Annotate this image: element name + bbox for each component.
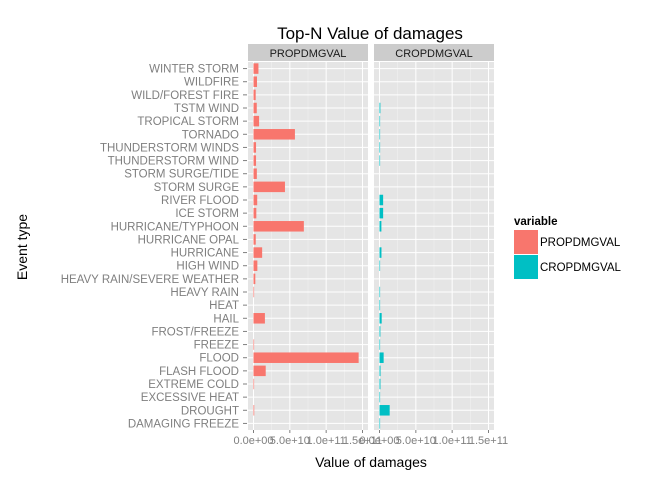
bar	[379, 129, 381, 140]
bar	[253, 89, 256, 101]
bar	[253, 352, 359, 363]
bar	[253, 142, 257, 153]
bar	[379, 221, 382, 232]
y-tick-label: HEAT	[209, 300, 239, 312]
y-tick-label: WILD/FOREST FIRE	[131, 90, 239, 102]
bar	[253, 286, 255, 298]
bar	[379, 207, 384, 219]
legend-label: CROPDMGVAL	[540, 262, 622, 274]
bar	[253, 339, 255, 350]
bar	[253, 194, 258, 206]
y-tick-label: FLOOD	[199, 353, 239, 365]
bar	[379, 247, 382, 258]
y-tick-label: HEAVY RAIN/SEVERE WEATHER	[61, 274, 239, 286]
facet-strip-label: CROPDMGVAL	[395, 48, 472, 60]
y-tick-label: HIGH WIND	[176, 261, 239, 273]
y-tick-label: EXTREME COLD	[148, 379, 239, 391]
legend-title: variable	[514, 216, 557, 228]
bar	[253, 234, 256, 245]
y-tick-label: STORM SURGE	[154, 182, 240, 194]
bar	[253, 168, 257, 179]
x-tick-label: 0.0e+00	[233, 435, 273, 447]
plot-area: PROPDMGVAL0.0e+005.0e+101.0e+111.5e+11CR…	[61, 44, 508, 447]
bar	[253, 102, 257, 114]
bar	[379, 391, 381, 403]
x-tick-label: 1.0e+11	[433, 435, 472, 447]
bar	[379, 260, 381, 271]
y-tick-label: HURRICANE	[171, 248, 240, 260]
bar	[253, 155, 257, 166]
legend-key	[514, 230, 538, 254]
y-tick-label: FREEZE	[194, 340, 240, 352]
chart-title: Top-N Value of damages	[277, 24, 463, 43]
x-tick-label: 0.0e+00	[359, 435, 399, 447]
bar	[379, 418, 381, 429]
bar	[253, 247, 263, 258]
facet-strip	[374, 44, 494, 61]
y-tick-label: DROUGHT	[181, 405, 239, 417]
bar	[379, 326, 381, 337]
y-axis-title: Event type	[14, 214, 30, 280]
legend-key	[514, 255, 538, 279]
bar	[379, 142, 381, 153]
y-tick-label: STORM SURGE/TIDE	[124, 169, 239, 181]
legend: variable PROPDMGVAL CROPDMGVAL	[514, 216, 622, 279]
bar	[379, 313, 382, 324]
bar	[379, 339, 381, 350]
y-tick-label: DAMAGING FREEZE	[128, 418, 240, 430]
bar	[253, 378, 255, 390]
bar	[379, 286, 381, 298]
bar	[253, 313, 265, 324]
bar	[253, 221, 304, 232]
legend-items: PROPDMGVAL CROPDMGVAL	[514, 230, 622, 279]
bar	[253, 115, 260, 127]
x-tick-label: 5.0e+10	[396, 435, 436, 447]
y-tick-label: WILDFIRE	[184, 77, 239, 89]
y-tick-label: WINTER STORM	[149, 64, 239, 76]
x-tick-label: 1.0e+11	[307, 435, 346, 447]
y-tick-label: TSTM WIND	[174, 103, 239, 115]
bar	[379, 194, 384, 206]
bar	[253, 273, 256, 285]
y-tick-label: HAIL	[213, 313, 239, 325]
x-axis-title: Value of damages	[315, 454, 427, 470]
y-tick-label: TROPICAL STORM	[137, 116, 239, 128]
bar	[253, 63, 259, 74]
bar	[379, 102, 381, 114]
bar	[253, 405, 255, 416]
bar	[253, 260, 258, 271]
facet-strip	[248, 44, 368, 61]
bar	[253, 207, 257, 219]
y-tick-label: THUNDERSTORM WINDS	[100, 142, 239, 154]
bar	[379, 352, 384, 363]
y-tick-label: ICE STORM	[175, 208, 239, 220]
bar	[379, 365, 381, 377]
y-tick-label: RIVER FLOOD	[161, 195, 239, 207]
bar	[253, 76, 257, 87]
facet-strip-label: PROPDMGVAL	[270, 48, 347, 60]
y-tick-label: EXCESSIVE HEAT	[141, 392, 239, 404]
y-tick-label: TORNADO	[182, 129, 239, 141]
x-tick-label: 1.5e+11	[469, 435, 508, 447]
bar	[379, 405, 390, 416]
y-tick-label: HEAVY RAIN	[170, 287, 239, 299]
bar	[379, 155, 381, 166]
y-tick-label: FLASH FLOOD	[159, 366, 239, 378]
y-tick-label: FROST/FREEZE	[151, 326, 239, 338]
y-tick-label: HURRICANE OPAL	[138, 234, 240, 246]
bar	[379, 115, 381, 127]
bar	[253, 129, 295, 140]
y-tick-label: THUNDERSTORM WIND	[108, 156, 239, 168]
x-tick-label: 1.5e+11	[343, 435, 382, 447]
x-tick-label: 5.0e+10	[270, 435, 310, 447]
bar	[379, 299, 381, 311]
bar	[253, 365, 266, 377]
legend-label: PROPDMGVAL	[540, 237, 621, 249]
bar	[253, 181, 285, 193]
y-tick-label: HURRICANE/TYPHOON	[111, 221, 239, 233]
bar	[379, 378, 381, 390]
